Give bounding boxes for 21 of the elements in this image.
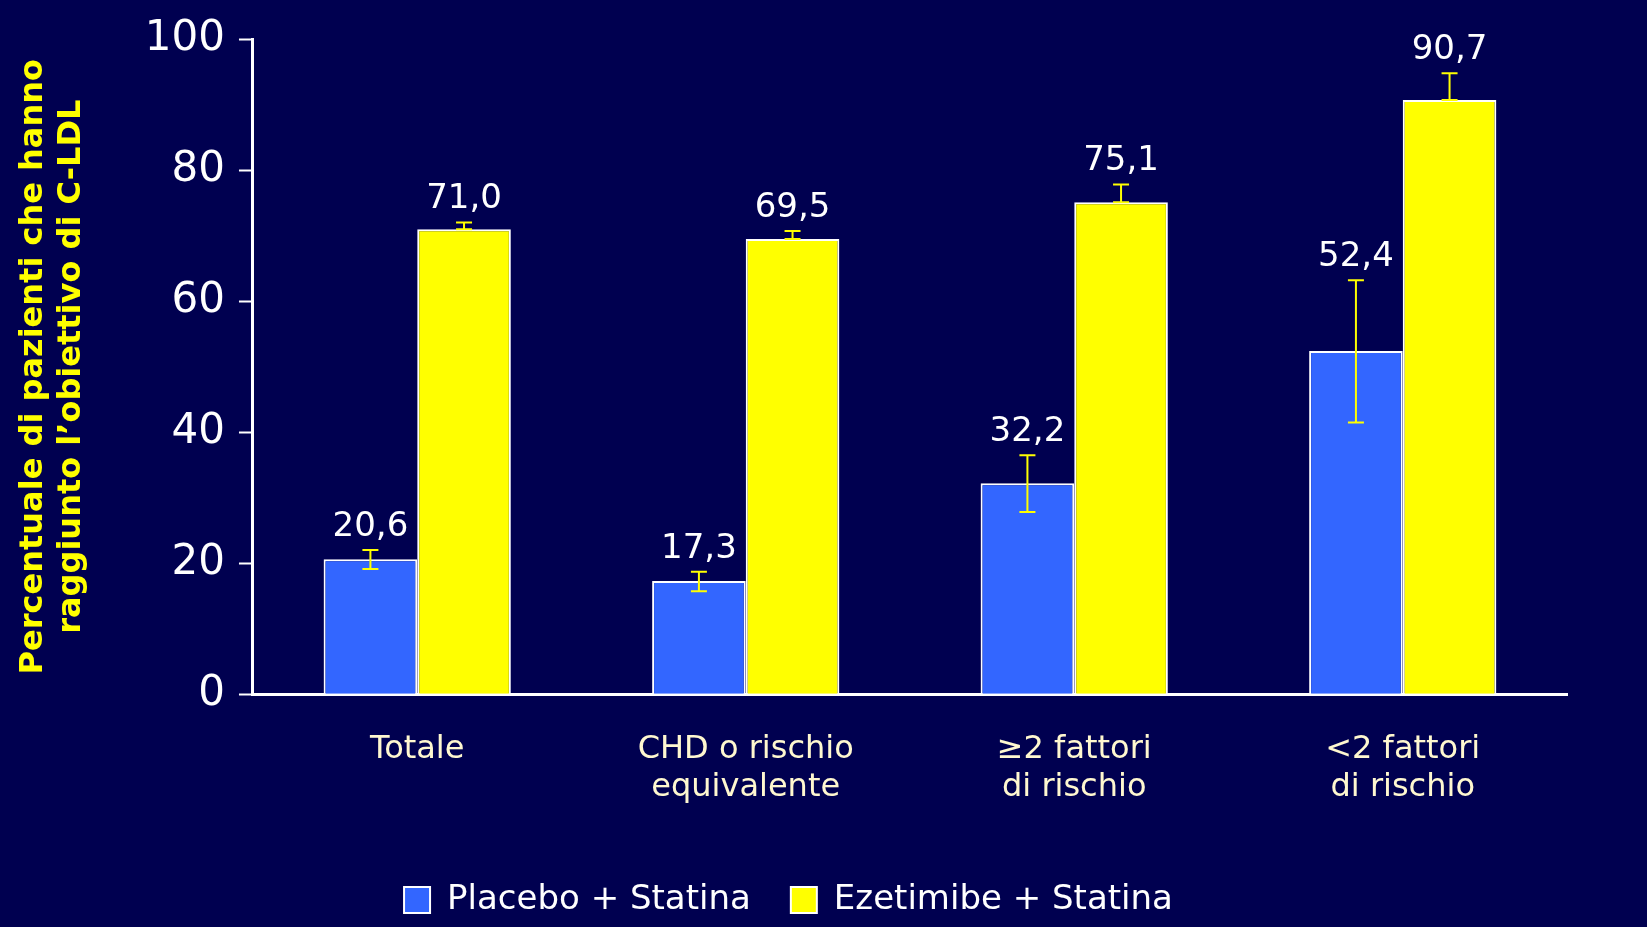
data-label: 71,0: [426, 176, 502, 217]
data-label: 32,2: [989, 408, 1066, 449]
x-tick-label: CHD o rischio equivalente: [637, 727, 854, 805]
x-tick-label: <2 fattori di rischio: [1325, 727, 1481, 805]
y-axis-title: Percentuale di pazienti che hanno raggiunto l’obiettivo di C-LDL: [11, 59, 88, 675]
data-label: 52,4: [1318, 234, 1394, 275]
y-tick-label: 60: [171, 273, 225, 323]
data-label: 17,3: [661, 525, 737, 566]
data-label: 20,6: [332, 503, 409, 544]
y-tick-label: 0: [198, 666, 225, 716]
y-tick-label: 40: [171, 404, 225, 454]
data-label: 75,1: [1083, 138, 1159, 179]
x-tick-label: ≥2 fattori di rischio: [996, 727, 1152, 805]
y-tick-label: 20: [171, 535, 225, 585]
legend-label: Ezetimibe + Statina: [833, 876, 1173, 917]
legend-label: Placebo + Statina: [447, 876, 751, 917]
data-label: 69,5: [754, 184, 831, 225]
y-tick-label: 80: [171, 142, 225, 192]
data-label: 90,7: [1411, 27, 1488, 68]
y-tick-label: 100: [144, 11, 225, 61]
x-tick-label: Totale: [369, 727, 465, 766]
